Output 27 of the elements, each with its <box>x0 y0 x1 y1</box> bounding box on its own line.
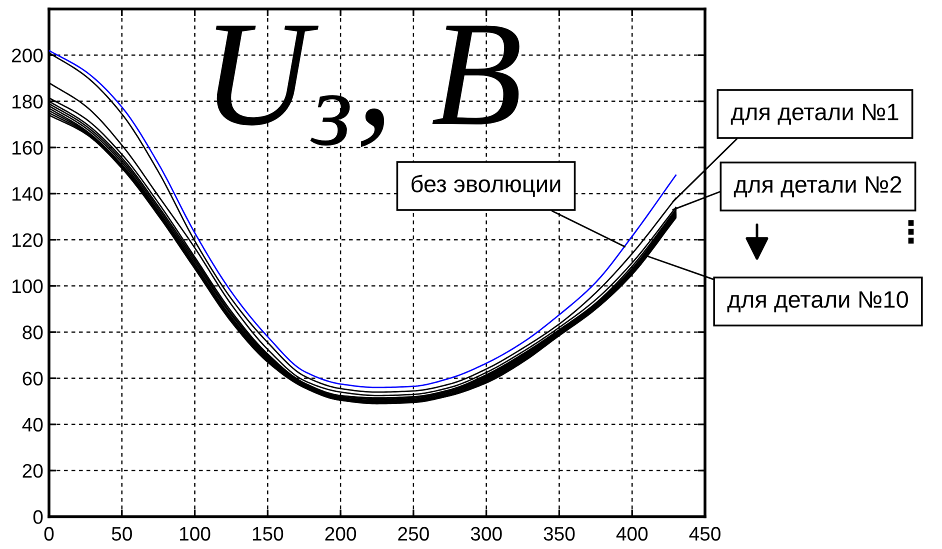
y-tick-label: 140 <box>12 187 43 201</box>
x-tick-label: 250 <box>398 526 429 541</box>
x-tick-label: 150 <box>252 526 284 541</box>
annotation: для детали №1 <box>730 104 898 125</box>
x-tick-label: 100 <box>180 526 210 541</box>
y-tick-label: 100 <box>12 279 43 294</box>
x-tick-label: 300 <box>470 526 502 541</box>
x-tick-label: 50 <box>112 526 132 541</box>
text: ⋮ <box>908 220 914 244</box>
y-tick-label: 20 <box>22 464 43 478</box>
y-tick-label: 120 <box>12 233 43 248</box>
x-tick-label: 0 <box>44 526 54 541</box>
y-tick-label: 80 <box>22 326 43 340</box>
y-tick-label: 60 <box>22 372 43 386</box>
annotation: для детали №2 <box>734 176 902 198</box>
y-tick-label: 180 <box>12 94 43 109</box>
y-tick-label: 200 <box>12 48 43 62</box>
y-tick-label: 40 <box>22 418 43 432</box>
y-axis-title: U$_{з}$, В <box>216 26 520 148</box>
x-tick-label: 450 <box>689 526 720 541</box>
y-tick-label: 0 <box>33 510 43 524</box>
x-tick-label: 400 <box>616 526 648 541</box>
y-tick-label: 160 <box>12 140 43 155</box>
x-tick-label: 200 <box>325 526 356 541</box>
x-tick-label: 350 <box>544 526 575 541</box>
annotation: без эволюции <box>412 174 560 197</box>
annotation: для детали №10 <box>727 291 908 312</box>
